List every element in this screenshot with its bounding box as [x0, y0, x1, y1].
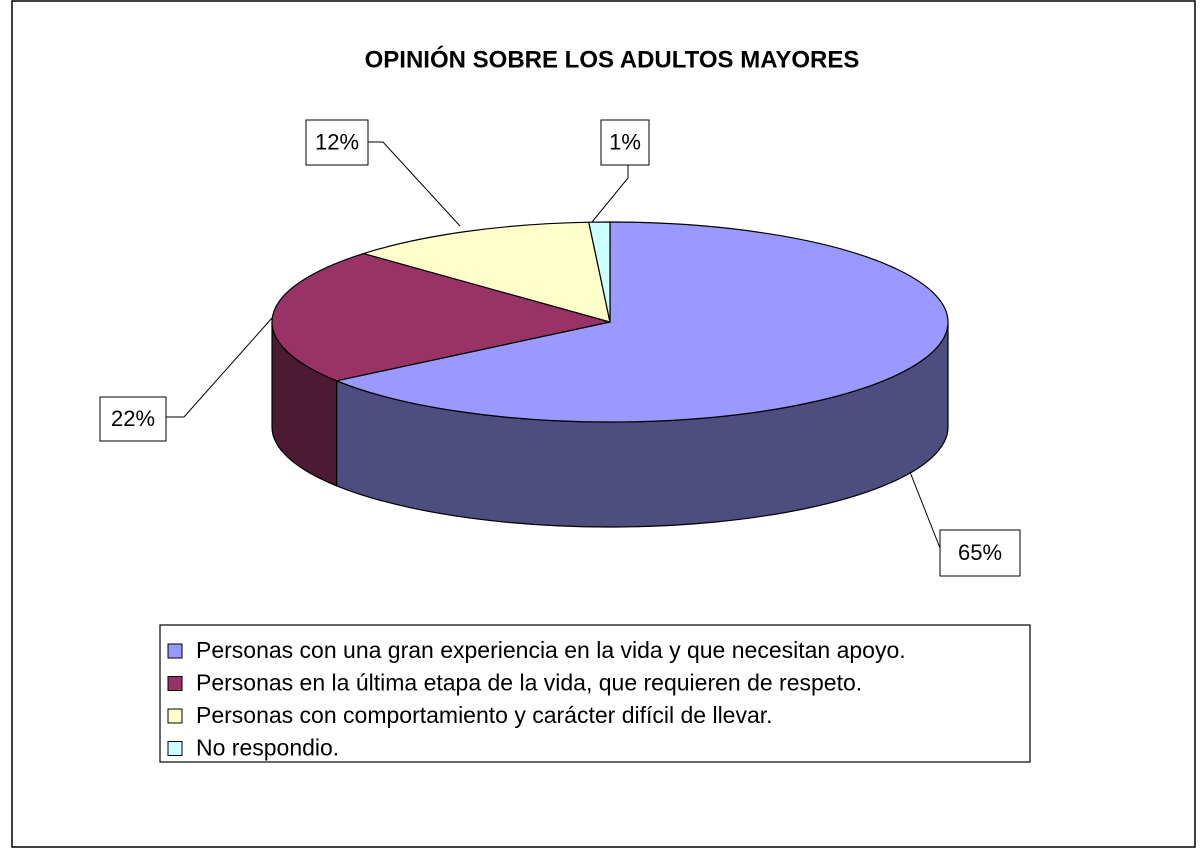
pie-slice	[334, 221, 949, 423]
leader-line	[909, 471, 941, 549]
pie-slice	[588, 221, 611, 323]
legend-label: No respondio.	[196, 735, 339, 761]
legend-label: Personas con una gran experiencia en la …	[196, 637, 906, 663]
legend-swatch	[167, 676, 183, 691]
legend-label: Personas con comportamiento y carácter d…	[196, 702, 773, 728]
legend-swatch	[167, 643, 183, 659]
data-label: 12%	[315, 129, 359, 154]
legend-swatch	[167, 741, 183, 756]
legend-swatch	[167, 708, 183, 724]
label-box	[939, 529, 1021, 577]
pie-slice	[361, 221, 611, 323]
label-box	[99, 396, 167, 442]
leader-line	[591, 165, 629, 223]
chart-title: OPINIÓN SOBRE LOS ADULTOS MAYORES	[365, 45, 860, 73]
data-label: 65%	[958, 540, 1002, 565]
pie-slice	[271, 252, 611, 382]
leader-line	[166, 317, 273, 418]
label-box	[600, 119, 650, 166]
legend-box	[159, 624, 1031, 763]
legend-label: Personas en la última etapa de la vida, …	[196, 670, 862, 696]
label-box	[305, 119, 369, 166]
leader-line	[368, 141, 461, 227]
data-label: 1%	[609, 129, 641, 154]
data-label: 22%	[111, 406, 155, 431]
